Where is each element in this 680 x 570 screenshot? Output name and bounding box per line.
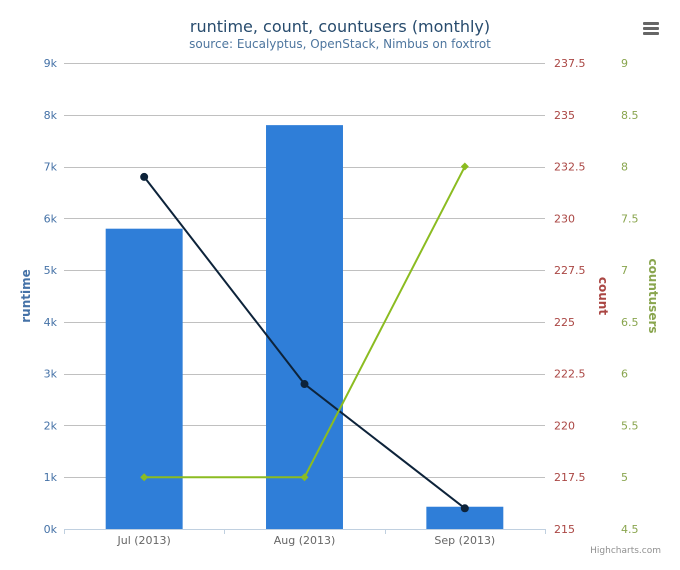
runtime-tick-label: 0k <box>44 523 58 536</box>
countusers-tick-label: 7 <box>621 264 628 277</box>
chart-subtitle: source: Eucalyptus, OpenStack, Nimbus on… <box>189 37 491 51</box>
countusers-axis-title: countusers <box>646 258 660 333</box>
x-tick-label: Sep (2013) <box>434 534 495 547</box>
count-tick-label: 235 <box>554 109 575 122</box>
countusers-point <box>300 473 309 482</box>
runtime-tick-label: 9k <box>44 57 58 70</box>
chart-title: runtime, count, countusers (monthly) <box>190 17 490 36</box>
countusers-tick-label: 5.5 <box>621 419 639 432</box>
countusers-tick-label: 4.5 <box>621 523 639 536</box>
axis-layer: 0k 1k 2k 3k 4k 5k 6k 7k 8k 9k runtime 215 217.5 220 22… <box>19 57 660 547</box>
countusers-tick-label: 9 <box>621 57 628 70</box>
count-tick-label: 217.5 <box>554 471 586 484</box>
count-point <box>460 504 469 513</box>
count-tick-label: 220 <box>554 419 575 432</box>
x-tick-label: Aug (2013) <box>274 534 336 547</box>
runtime-tick-label: 5k <box>44 264 58 277</box>
countusers-tick-label: 6 <box>621 368 628 381</box>
credits-link[interactable]: Highcharts.com <box>590 546 661 556</box>
count-tick-label: 230 <box>554 212 575 225</box>
runtime-tick-label: 4k <box>44 316 58 329</box>
countusers-tick-label: 6.5 <box>621 316 639 329</box>
runtime-bar <box>266 125 343 529</box>
runtime-bar <box>426 506 504 529</box>
count-point <box>300 380 309 389</box>
count-tick-label: 237.5 <box>554 57 586 70</box>
runtime-tick-label: 3k <box>44 368 58 381</box>
hamburger-menu-icon[interactable] <box>640 18 662 38</box>
count-point <box>140 172 149 181</box>
runtime-tick-label: 1k <box>44 471 58 484</box>
runtime-tick-label: 6k <box>44 212 58 225</box>
runtime-tick-label: 8k <box>44 109 58 122</box>
countusers-tick-label: 5 <box>621 471 628 484</box>
count-tick-label: 215 <box>554 523 575 536</box>
countusers-point <box>460 162 469 171</box>
count-axis-title: count <box>596 277 610 315</box>
count-tick-label: 227.5 <box>554 264 586 277</box>
runtime-tick-label: 2k <box>44 419 58 432</box>
count-tick-label: 232.5 <box>554 161 586 174</box>
series-layer <box>105 125 504 529</box>
count-tick-label: 225 <box>554 316 575 329</box>
countusers-tick-label: 8 <box>621 161 628 174</box>
x-tick-label: Jul (2013) <box>116 534 170 547</box>
runtime-tick-label: 7k <box>44 161 58 174</box>
runtime-axis-title: runtime <box>19 269 33 323</box>
runtime-bar <box>105 228 183 529</box>
count-tick-label: 222.5 <box>554 368 586 381</box>
countusers-tick-label: 7.5 <box>621 212 639 225</box>
countusers-tick-label: 8.5 <box>621 109 639 122</box>
countusers-point <box>140 473 149 482</box>
